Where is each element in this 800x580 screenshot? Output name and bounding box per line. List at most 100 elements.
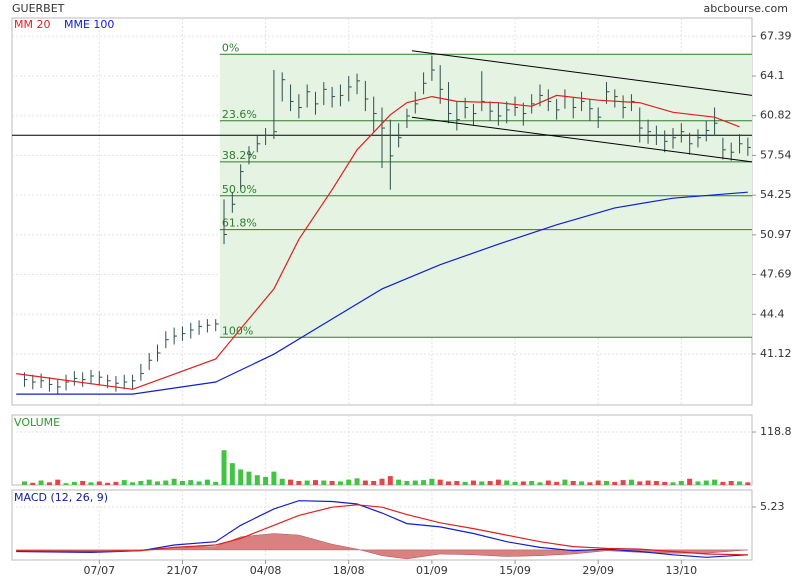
volume-bar: [529, 480, 535, 485]
volume-bar: [446, 481, 452, 485]
volume-bar: [703, 480, 709, 485]
volume-bar: [670, 482, 676, 485]
volume-bar: [745, 482, 751, 485]
trendline: [411, 116, 753, 163]
volume-bar: [537, 482, 543, 485]
x-tick-label: 07/07: [83, 564, 115, 577]
volume-bar: [645, 480, 651, 485]
volume-bar: [329, 480, 335, 485]
volume-bar: [628, 479, 634, 485]
volume-bar: [712, 479, 718, 485]
volume-bar: [263, 476, 269, 485]
volume-bar: [387, 476, 393, 485]
volume-bar: [296, 480, 302, 485]
volume-bar: [304, 480, 310, 485]
y-tick-label: 50.97: [760, 228, 792, 241]
volume-bar: [71, 481, 77, 485]
volume-bar: [163, 480, 169, 485]
volume-bar: [246, 471, 252, 485]
volume-bar: [545, 480, 551, 485]
volume-bar: [396, 479, 402, 485]
volume-bar: [88, 482, 94, 485]
volume-bar: [21, 481, 27, 485]
panel-title: MACD (12, 26, 9): [14, 491, 108, 504]
y-tick-label: 41.12: [760, 347, 792, 360]
volume-bar: [620, 480, 626, 485]
volume-bar: [371, 480, 377, 485]
volume-bar: [662, 481, 668, 485]
moving-average: [16, 94, 740, 390]
fibonacci-label: 50.0%: [222, 183, 257, 196]
volume-bar: [121, 480, 127, 485]
y-tick-label: 47.69: [760, 268, 792, 281]
fibonacci-label: 38.2%: [222, 149, 257, 162]
volume-bar: [288, 479, 294, 485]
x-tick-label: 13/10: [665, 564, 697, 577]
volume-bar: [130, 482, 136, 485]
y-tick-label: 67.39: [760, 29, 792, 42]
y-tick-label: 118.8: [760, 425, 792, 438]
macd-line: [16, 500, 748, 558]
volume-bar: [321, 480, 327, 485]
volume-bar: [504, 480, 510, 485]
volume-bar: [196, 481, 202, 485]
fibonacci-label: 61.8%: [222, 217, 257, 230]
volume-bar: [179, 480, 185, 485]
volume-bar: [254, 475, 260, 485]
volume-bar: [55, 479, 61, 485]
volume-bar: [312, 480, 318, 485]
fibonacci-label: 0%: [222, 41, 239, 54]
volume-bar: [720, 481, 726, 485]
x-tick-label: 15/09: [499, 564, 531, 577]
x-tick-label: 18/08: [333, 564, 365, 577]
volume-bar: [737, 481, 743, 485]
fibonacci-label: 100%: [222, 324, 253, 337]
volume-bar: [404, 480, 410, 485]
volume-bar: [96, 481, 102, 485]
volume-bar: [579, 481, 585, 485]
volume-bar: [429, 478, 435, 485]
page-title: GUERBET: [12, 2, 65, 15]
volume-bar: [155, 481, 161, 485]
volume-bar: [80, 480, 86, 485]
volume-bar: [462, 481, 468, 485]
volume-bar: [479, 481, 485, 485]
volume-bar: [603, 480, 609, 485]
volume-bar: [354, 478, 360, 485]
signal-line: [16, 504, 748, 556]
volume-bar: [421, 480, 427, 485]
volume-bar: [612, 481, 618, 485]
volume-bar: [487, 480, 493, 485]
volume-bar: [595, 480, 601, 485]
volume-bar: [188, 480, 194, 485]
x-tick-label: 04/08: [250, 564, 282, 577]
volume-bar: [687, 478, 693, 485]
volume-bar: [437, 479, 443, 485]
volume-bar: [221, 450, 227, 485]
volume-bar: [637, 481, 643, 485]
x-tick-label: 21/07: [167, 564, 199, 577]
panel-title: VOLUME: [14, 416, 60, 429]
volume-bar: [138, 480, 144, 485]
volume-bar: [30, 482, 36, 485]
y-tick-label: 64.1: [760, 69, 785, 82]
volume-bar: [362, 480, 368, 485]
legend-label: MME 100: [64, 18, 114, 31]
volume-bar: [238, 469, 244, 485]
volume-bar: [271, 471, 277, 485]
legend-label: MM 20: [14, 18, 50, 31]
volume-bar: [213, 481, 219, 485]
volume-bar: [495, 479, 501, 485]
y-tick-label: 54.25: [760, 188, 792, 201]
volume-bar: [695, 481, 701, 485]
panel: [11, 414, 753, 486]
fibonacci-label: 23.6%: [222, 108, 257, 121]
volume-bar: [454, 480, 460, 485]
volume-bar: [113, 481, 119, 485]
volume-bar: [512, 481, 518, 485]
volume-bar: [105, 482, 111, 485]
volume-bar: [204, 479, 210, 485]
moving-average: [16, 191, 748, 395]
volume-bar: [653, 480, 659, 485]
